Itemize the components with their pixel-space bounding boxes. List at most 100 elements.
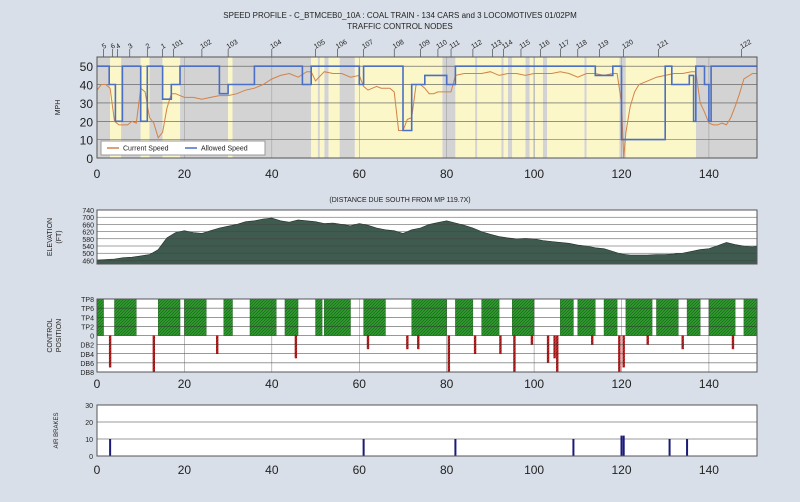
node-label: 112	[470, 39, 483, 51]
gray-zone	[584, 57, 587, 158]
airbrake-bar	[622, 435, 625, 456]
airbrake-ytick-label: 30	[85, 403, 93, 410]
elevation-ytick-label: 700	[82, 215, 94, 222]
airbrake-plot-area	[97, 405, 757, 456]
gray-zone	[695, 57, 757, 158]
control-xtick-label: 80	[440, 377, 454, 391]
gray-zone	[525, 57, 530, 158]
dynamic-brake-bar	[731, 335, 735, 350]
control-xtick-label: 20	[178, 377, 192, 391]
node-label: 120	[621, 39, 635, 51]
control-ytick-label: DB2	[80, 343, 94, 350]
legend-current-label: Current Speed	[123, 146, 169, 153]
yellow-zone	[319, 57, 325, 158]
elevation-ytick-label: 500	[82, 251, 94, 258]
speed-ytick-label: 40	[80, 79, 94, 93]
airbrake-xtick-label: 100	[524, 463, 544, 477]
yellow-zone	[512, 57, 526, 158]
airbrake-panel: 0 10 20 30 0 20 40 60 80 100 120 140 AIR BRAKES	[54, 403, 758, 477]
airbrake-ytick-label: 20	[85, 420, 93, 427]
elevation-ylabel: ELEVATION	[47, 218, 54, 256]
control-xtick-label: 120	[611, 377, 631, 391]
dynamic-brake-bar	[530, 335, 534, 345]
speed-ytick-label: 0	[86, 152, 93, 166]
airbrake-ytick-label: 0	[89, 454, 93, 461]
dynamic-brake-bar	[681, 335, 684, 350]
node-label: 118	[575, 39, 588, 51]
yellow-zone	[455, 57, 476, 158]
node-label: 110	[435, 39, 448, 51]
control-ytick-label: DB6	[80, 361, 94, 368]
dynamic-brake-bar	[546, 335, 550, 363]
gray-zone	[542, 57, 548, 158]
speed-legend: Current Speed Allowed Speed	[100, 140, 266, 156]
gray-zone	[507, 57, 513, 158]
yellow-zone	[586, 57, 620, 158]
elevation-ylabel-unit: (FT)	[56, 230, 63, 243]
node-label: 108	[392, 39, 406, 51]
airbrake-xtick-label: 40	[265, 463, 279, 477]
airbrake-bar	[109, 439, 112, 456]
airbrake-frame	[96, 404, 758, 457]
airbrake-xtick-label: 80	[440, 463, 454, 477]
node-label: 2	[145, 43, 152, 51]
node-label: 6	[110, 43, 117, 51]
airbrake-bar	[572, 439, 575, 456]
node-label: 122	[739, 39, 753, 51]
speed-xtick-label: 120	[611, 167, 631, 181]
control-frame	[96, 298, 758, 373]
dynamic-brake-bar	[406, 335, 409, 350]
speed-ytick-label: 50	[80, 60, 94, 74]
control-ylabel-2: POSITION	[56, 319, 63, 352]
airbrake-bar	[454, 439, 457, 456]
chart-title: SPEED PROFILE - C_BTMCEB0_10A : COAL TRA…	[223, 11, 577, 20]
yellow-zone	[311, 57, 318, 158]
legend-allowed-label: Allowed Speed	[201, 146, 248, 153]
node-label: 114	[501, 39, 514, 51]
elevation-ytick-label: 580	[82, 237, 94, 244]
control-xtick-label: 0	[94, 377, 101, 391]
elevation-caption: (DISTANCE DUE SOUTH FROM MP 119.7X)	[329, 197, 471, 204]
yellow-zone	[328, 57, 340, 158]
airbrake-ylabel: AIR BRAKES	[54, 412, 60, 448]
gray-zone	[442, 57, 456, 158]
speed-xtick-label: 0	[94, 167, 101, 181]
control-ytick-label: TP2	[81, 324, 94, 331]
yellow-zone	[140, 57, 150, 158]
node-label: 103	[226, 39, 240, 51]
control-xtick-label: 40	[265, 377, 279, 391]
control-ytick-label: 0	[90, 334, 94, 341]
yellow-zone	[625, 57, 696, 158]
speed-xtick-label: 100	[524, 167, 544, 181]
airbrake-xtick-label: 120	[611, 463, 631, 477]
dynamic-brake-bar	[553, 335, 556, 359]
speed-frame	[96, 56, 758, 159]
gray-zone	[317, 57, 320, 158]
node-label: 3	[127, 43, 134, 51]
control-xtick-label: 60	[353, 377, 367, 391]
node-label: 115	[518, 39, 531, 51]
gray-zone	[324, 57, 329, 158]
yellow-zone	[162, 57, 181, 158]
control-ytick-label: DB4	[80, 352, 94, 359]
airbrake-xtick-label: 0	[94, 463, 101, 477]
elevation-ytick-label: 620	[82, 230, 94, 237]
elevation-ytick-label: 740	[82, 208, 94, 215]
airbrake-ytick-label: 10	[85, 437, 93, 444]
yellow-zone	[547, 57, 585, 158]
control-xtick-label: 100	[524, 377, 544, 391]
control-ylabel: CONTROL	[47, 318, 54, 352]
yellow-zone	[354, 57, 443, 158]
node-label: 119	[597, 39, 610, 51]
gray-zone	[97, 57, 111, 158]
node-label: 106	[335, 39, 349, 51]
speed-xtick-label: 20	[178, 167, 192, 181]
airbrake-xtick-label: 140	[699, 463, 719, 477]
airbrake-bar	[668, 439, 671, 456]
dynamic-brake-bar	[622, 335, 625, 368]
node-label: 5	[101, 43, 108, 51]
airbrake-bar	[686, 439, 689, 456]
airbrake-xtick-label: 60	[353, 463, 367, 477]
speed-ytick-label: 20	[80, 115, 94, 129]
